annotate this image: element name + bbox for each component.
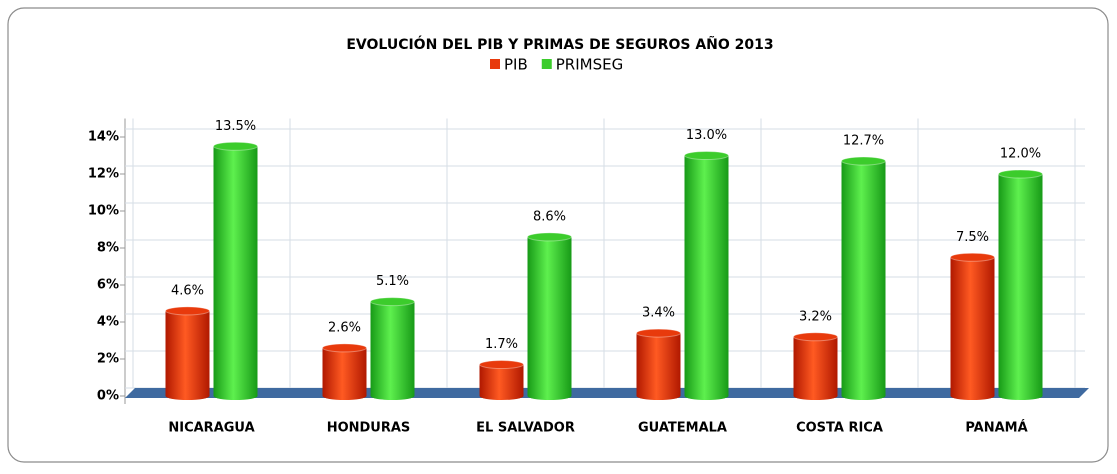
- value-label: 4.6%: [171, 283, 204, 298]
- chart-title: EVOLUCIÓN DEL PIB Y PRIMAS DE SEGUROS AÑ…: [346, 35, 773, 53]
- bar: [370, 301, 415, 396]
- bar-bottom: [950, 392, 995, 400]
- value-label: 13.0%: [686, 128, 727, 143]
- y-tick-label: 10%: [88, 204, 119, 219]
- bar: [527, 236, 572, 396]
- legend-swatch: [541, 59, 552, 69]
- value-label: 2.6%: [328, 320, 361, 335]
- legend-swatch: [490, 59, 500, 69]
- x-tick-label: EL SALVADOR: [476, 421, 575, 436]
- bar-top: [322, 343, 367, 353]
- value-label: 3.4%: [642, 306, 675, 321]
- value-label: 7.5%: [956, 230, 989, 245]
- y-tick-label: 6%: [97, 278, 119, 293]
- bar-bottom: [684, 392, 729, 400]
- value-label: 12.7%: [843, 134, 884, 149]
- x-tick-label: GUATEMALA: [638, 421, 727, 436]
- bar: [841, 161, 886, 396]
- bar-bottom: [322, 392, 367, 400]
- bar-top: [950, 252, 995, 262]
- value-label: 3.2%: [799, 309, 832, 324]
- floor: [125, 388, 1089, 398]
- bar: [479, 364, 524, 396]
- bar-top: [213, 141, 258, 151]
- bar-bottom: [165, 392, 210, 400]
- legend-label: PIB: [504, 56, 528, 74]
- bar: [684, 155, 729, 396]
- bar-bottom: [370, 392, 415, 400]
- legend-label: PRIMSEG: [556, 56, 623, 74]
- x-tick-label: COSTA RICA: [796, 421, 883, 436]
- bar-top: [793, 332, 838, 342]
- bar: [793, 336, 838, 396]
- y-tick-label: 0%: [97, 389, 119, 404]
- bar-top: [636, 328, 681, 338]
- bar: [998, 174, 1043, 396]
- bar: [165, 310, 210, 396]
- bar-bottom: [213, 392, 258, 400]
- value-label: 12.0%: [1000, 147, 1041, 162]
- bar-bottom: [479, 392, 524, 400]
- bar-bottom: [841, 392, 886, 400]
- y-tick-label: 4%: [97, 315, 119, 330]
- value-label: 8.6%: [533, 209, 566, 224]
- bar-top: [527, 232, 572, 242]
- bar-bottom: [527, 392, 572, 400]
- y-tick-label: 8%: [97, 241, 119, 256]
- y-tick-label: 2%: [97, 352, 119, 367]
- bar-top: [841, 156, 886, 166]
- bar: [213, 146, 258, 396]
- value-label: 5.1%: [376, 274, 409, 289]
- bar-top: [165, 306, 210, 316]
- bar-top: [998, 169, 1043, 179]
- bar: [322, 347, 367, 396]
- y-tick-label: 14%: [88, 130, 119, 145]
- x-tick-label: HONDURAS: [327, 421, 411, 436]
- bar-bottom: [793, 392, 838, 400]
- bar-bottom: [636, 392, 681, 400]
- x-tick-label: PANAMÁ: [965, 420, 1027, 436]
- bar-bottom: [998, 392, 1043, 400]
- y-tick-label: 12%: [88, 167, 119, 182]
- x-tick-label: NICARAGUA: [168, 421, 254, 436]
- bar-top: [370, 297, 415, 307]
- bar: [636, 333, 681, 396]
- bar-top: [479, 360, 524, 370]
- value-label: 1.7%: [485, 337, 518, 352]
- value-label: 13.5%: [215, 119, 256, 134]
- bar: [950, 257, 995, 396]
- bar-top: [684, 151, 729, 160]
